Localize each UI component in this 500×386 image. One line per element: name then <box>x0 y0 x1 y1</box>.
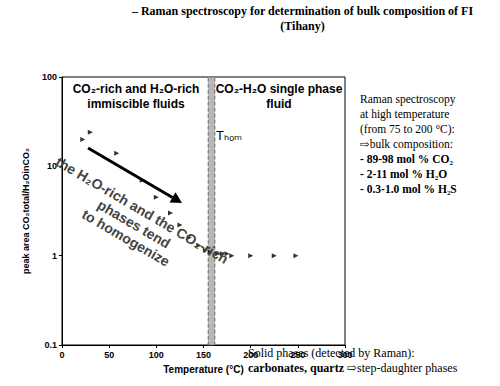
svg-text:0: 0 <box>59 350 64 360</box>
svg-text:Temperature (°C): Temperature (°C) <box>163 364 244 375</box>
svg-text:peak area CO₂total/H₂OinCO₂: peak area CO₂total/H₂OinCO₂ <box>21 148 31 274</box>
svg-text:300: 300 <box>337 350 352 360</box>
svg-text:100: 100 <box>42 72 57 82</box>
svg-text:0.1: 0.1 <box>44 340 57 350</box>
svg-text:150: 150 <box>196 350 211 360</box>
svg-text:1: 1 <box>52 251 57 261</box>
svg-text:250: 250 <box>290 350 305 360</box>
svg-text:50: 50 <box>104 350 114 360</box>
svg-text:200: 200 <box>243 350 258 360</box>
svg-text:100: 100 <box>149 350 164 360</box>
svg-text:to homogenize: to homogenize <box>79 206 172 270</box>
